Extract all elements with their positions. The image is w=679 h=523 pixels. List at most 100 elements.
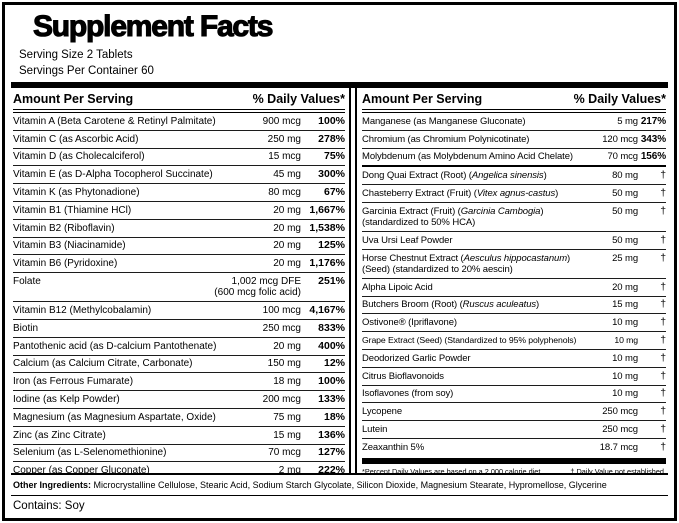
row-name: Chasteberry Extract (Fruit) (Vitex agnus… (362, 187, 559, 199)
table-row: Vitamin E (as D-Alpha Tocopherol Succina… (13, 165, 345, 183)
row-amount: 80 mcg (268, 186, 301, 198)
table-row: Uva Ursi Leaf Powder 50 mg † (362, 230, 666, 249)
contains-statement: Contains: Soy (11, 495, 668, 518)
table-row: Vitamin K (as Phytonadione) 80 mcg 67% (13, 183, 345, 201)
table-row: Vitamin C (as Ascorbic Acid) 250 mg 278% (13, 129, 345, 148)
label-header: Supplement Facts Serving Size 2 Tablets … (11, 5, 668, 79)
row-daily-value: 156% (640, 151, 666, 163)
row-name: Zinc (as Zinc Citrate) (13, 429, 106, 441)
table-row: Manganese (as Manganese Gluconate) 5 mg … (362, 113, 666, 130)
row-name: Lycopene (362, 406, 403, 418)
row-amount: 80 mg (612, 170, 638, 182)
row-amount: 70 mcg (268, 447, 301, 459)
row-name: Zeaxanthin 5% (362, 441, 425, 453)
serving-size: Serving Size 2 Tablets (19, 49, 133, 61)
row-daily-value: 222% (318, 464, 345, 473)
row-amount: 5 mg (617, 115, 638, 127)
row-amount: 120 mcg (602, 133, 638, 145)
row-name: Vitamin E (as D-Alpha Tocopherol Succina… (13, 169, 213, 181)
table-row: Vitamin D (as Cholecalciferol) 15 mcg 75… (13, 147, 345, 166)
row-amount: 10 mg (614, 334, 638, 345)
serving-info: Serving Size 2 Tablets Servings Per Cont… (11, 47, 668, 79)
row-daily-value: † (660, 387, 666, 400)
table-row: Horse Chestnut Extract (Aesculus hippoca… (362, 248, 666, 278)
table-row: Copper (as Copper Gluconate) 2 mg 222% (13, 461, 345, 473)
table-row: Pantothenic acid (as D-calcium Pantothen… (13, 336, 345, 355)
servings-per-container: Servings Per Container 60 (19, 65, 154, 77)
column-right: Amount Per Serving % Daily Values* Manga… (355, 88, 668, 473)
row-name: Selenium (as L-Selenomethionine) (13, 447, 167, 459)
row-amount: 10 mg (612, 388, 638, 400)
row-daily-value: † (660, 333, 666, 346)
column-left: Amount Per Serving % Daily Values* Vitam… (11, 88, 351, 473)
nutrient-rows: Vitamin A (Beta Carotene & Retinyl Palmi… (13, 113, 345, 473)
table-row: Biotin 250 mcg 833% (13, 318, 345, 337)
row-daily-value: 1,176% (309, 257, 345, 270)
footnote: *Percent Daily Values are based on a 2,0… (362, 464, 666, 473)
row-daily-value: † (660, 405, 666, 418)
row-daily-value: 75% (323, 150, 345, 163)
row-name: Vitamin B1 (Thiamine HCl) (13, 204, 132, 216)
row-name: Copper (as Copper Gluconate) (13, 465, 150, 473)
column-header-dv: % Daily Values* (573, 92, 666, 106)
table-row: Vitamin B1 (Thiamine HCl) 20 mg 1,667% (13, 200, 345, 219)
row-name: Lutein (362, 423, 388, 435)
row-daily-value: † (660, 440, 666, 453)
row-amount: 20 mg (273, 240, 301, 252)
row-amount: 10 mg (612, 370, 638, 382)
table-row: Iron (as Ferrous Fumarate) 18 mg 100% (13, 372, 345, 390)
row-amount: 900 mcg (262, 115, 301, 127)
table-row: Iodine (as Kelp Powder) 200 mcg 133% (13, 390, 345, 408)
row-daily-value: † (660, 169, 666, 182)
row-daily-value: † (660, 251, 666, 264)
row-name: Iodine (as Kelp Powder) (13, 393, 120, 405)
row-amount: 75 mg (273, 411, 301, 423)
row-amount: 50 mg (612, 205, 638, 217)
column-header-amount: Amount Per Serving (362, 92, 483, 106)
table-row: Chasteberry Extract (Fruit) (Vitex agnus… (362, 184, 666, 202)
row-daily-value: 127% (318, 446, 345, 459)
table-row: Vitamin B2 (Riboflavin) 20 mg 1,538% (13, 218, 345, 237)
row-name: Vitamin B3 (Niacinamide) (13, 240, 126, 252)
column-header-dv: % Daily Values* (252, 92, 345, 106)
row-daily-value: 278% (318, 132, 345, 145)
row-amount: 20 mg (273, 258, 301, 270)
thick-rule (11, 82, 668, 88)
row-daily-value: † (660, 233, 666, 246)
row-name: Vitamin B6 (Pyridoxine) (13, 258, 118, 270)
table-row: Garcinia Extract (Fruit) (Garcinia Cambo… (362, 201, 666, 231)
row-name: Grape Extract (Seed) (Standardized to 95… (362, 334, 577, 345)
row-amount: 20 mg (612, 281, 638, 293)
table-row: Isoflavones (from soy) 10 mg † (362, 384, 666, 403)
table-row: Ostivone® (Ipriflavone) 10 mg † (362, 313, 666, 331)
row-name: Manganese (as Manganese Gluconate) (362, 115, 526, 127)
row-name: Vitamin B2 (Riboflavin) (13, 222, 115, 234)
table-row: Vitamin B3 (Niacinamide) 20 mg 125% (13, 236, 345, 255)
other-ingredients: Other Ingredients: Microcrystalline Cell… (11, 473, 668, 495)
table-row: Butchers Broom (Root) (Ruscus aculeatus)… (362, 295, 666, 314)
row-daily-value: † (660, 316, 666, 329)
row-name: Vitamin B12 (Methylcobalamin) (13, 304, 152, 316)
row-name: Pantothenic acid (as D-calcium Pantothen… (13, 340, 217, 352)
row-daily-value: 217% (640, 115, 666, 127)
row-name: Vitamin A (Beta Carotene & Retinyl Palmi… (13, 115, 216, 127)
row-daily-value: † (660, 422, 666, 435)
row-daily-value: 100% (318, 375, 345, 388)
row-amount: 250 mcg (602, 423, 638, 435)
table-row: Zeaxanthin 5% 18.7 mcg † (362, 437, 666, 456)
nutrient-columns: Amount Per Serving % Daily Values* Vitam… (11, 88, 668, 473)
row-amount: 50 mg (612, 234, 638, 246)
row-name: Isoflavones (from soy) (362, 388, 454, 400)
row-daily-value: 343% (640, 133, 666, 145)
row-daily-value: 125% (318, 239, 345, 252)
table-row: Vitamin B12 (Methylcobalamin) 100 mcg 4,… (13, 301, 345, 319)
column-header-amount: Amount Per Serving (13, 92, 134, 106)
row-amount: 15 mcg (268, 151, 301, 163)
footnote-dagger: † Daily Value not established. (570, 466, 666, 473)
table-row: Magnesium (as Magnesium Aspartate, Oxide… (13, 407, 345, 426)
row-name: Citrus Bioflavonoids (362, 370, 444, 382)
row-daily-value: † (660, 280, 666, 293)
row-daily-value: † (660, 204, 666, 217)
row-daily-value: 400% (318, 339, 345, 352)
